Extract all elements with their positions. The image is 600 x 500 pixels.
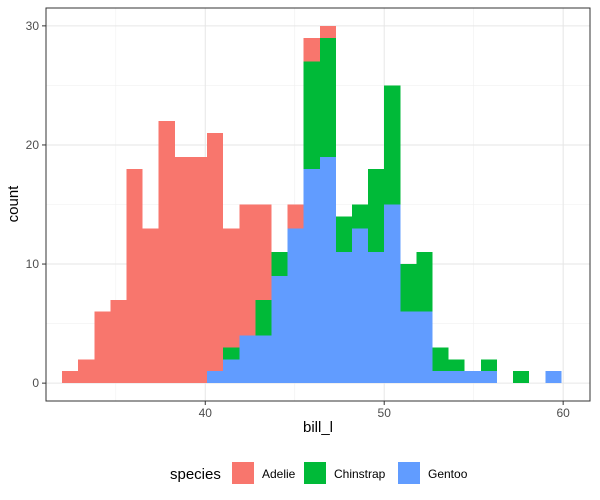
- bar-adelie: [62, 371, 79, 384]
- bar-adelie: [126, 168, 143, 384]
- bar-chinstrap: [352, 204, 369, 229]
- legend-key-gentoo: [398, 462, 420, 484]
- legend-title: species: [170, 466, 221, 483]
- bar-gentoo: [239, 335, 256, 384]
- bar-chinstrap: [432, 347, 449, 372]
- y-tick-label: 20: [26, 138, 40, 152]
- bar-gentoo: [416, 311, 433, 384]
- bar-chinstrap: [513, 371, 530, 384]
- bar-gentoo: [255, 335, 272, 384]
- bar-gentoo: [271, 275, 288, 384]
- bar-chinstrap: [255, 299, 272, 336]
- bar-gentoo: [319, 156, 336, 384]
- bars-layer: [62, 25, 562, 384]
- bar-adelie: [94, 311, 111, 384]
- bar-adelie: [190, 156, 208, 384]
- bar-gentoo: [432, 371, 449, 384]
- bar-gentoo: [335, 252, 352, 384]
- x-tick-label: 60: [556, 406, 570, 420]
- x-axis-title: bill_l: [303, 419, 333, 436]
- bar-chinstrap: [319, 37, 336, 157]
- bar-adelie: [319, 25, 336, 38]
- plot-panel-border: [45, 7, 591, 402]
- bar-gentoo: [480, 371, 497, 384]
- bar-chinstrap: [223, 347, 240, 360]
- bar-gentoo: [223, 359, 240, 384]
- bar-gentoo: [207, 371, 224, 384]
- bar-gentoo: [368, 252, 385, 384]
- bar-gentoo: [545, 371, 562, 384]
- y-tick-label: 30: [26, 19, 40, 33]
- x-tick-label: 50: [378, 406, 392, 420]
- bar-chinstrap: [368, 168, 385, 253]
- bar-chinstrap: [303, 61, 320, 169]
- legend-key-chinstrap: [304, 462, 326, 484]
- bar-gentoo: [303, 168, 320, 384]
- bar-gentoo: [400, 311, 417, 384]
- bar-gentoo: [384, 204, 401, 384]
- bar-adelie: [174, 156, 191, 384]
- legend-label-gentoo: Gentoo: [428, 467, 468, 481]
- bar-gentoo: [287, 228, 304, 384]
- bar-chinstrap: [400, 264, 417, 312]
- bar-chinstrap: [416, 252, 433, 312]
- bar-adelie: [142, 228, 159, 384]
- legend: species Adelie Chinstrap Gentoo: [170, 462, 468, 484]
- bar-adelie: [287, 204, 304, 229]
- y-axis-title: count: [5, 185, 22, 223]
- legend-items: Adelie Chinstrap Gentoo: [232, 462, 468, 484]
- bar-adelie: [158, 121, 175, 384]
- bar-chinstrap: [448, 359, 465, 372]
- legend-label-adelie: Adelie: [262, 467, 296, 481]
- y-tick-label: 10: [26, 257, 40, 271]
- bar-gentoo: [352, 228, 369, 384]
- x-tick-label: 40: [199, 406, 213, 420]
- y-tick-label: 0: [32, 376, 39, 390]
- legend-key-adelie: [232, 462, 254, 484]
- bar-adelie: [255, 204, 272, 300]
- bar-chinstrap: [480, 359, 497, 372]
- bar-chinstrap: [384, 85, 401, 205]
- legend-label-chinstrap: Chinstrap: [334, 467, 386, 481]
- bar-adelie: [110, 299, 127, 384]
- bar-adelie: [239, 204, 256, 336]
- bar-chinstrap: [271, 252, 288, 276]
- bar-adelie: [223, 228, 240, 348]
- bar-gentoo: [464, 371, 481, 384]
- bar-adelie: [207, 133, 224, 372]
- bar-gentoo: [448, 371, 465, 384]
- bar-chinstrap: [335, 216, 352, 253]
- bar-adelie: [303, 37, 320, 62]
- bar-adelie: [78, 359, 95, 384]
- ticks-layer: 40 50 60 0 10 20 30: [26, 19, 571, 420]
